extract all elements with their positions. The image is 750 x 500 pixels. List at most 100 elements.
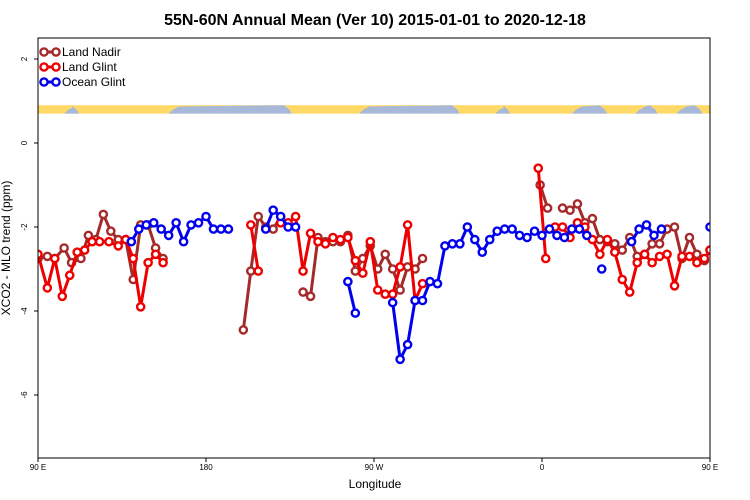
data-point	[557, 222, 568, 232]
data-point	[305, 291, 316, 302]
series-line	[38, 238, 165, 309]
data-point	[462, 222, 473, 232]
data-point	[662, 249, 672, 260]
series-ocean-glint	[126, 205, 710, 365]
data-point	[654, 238, 665, 249]
data-point	[499, 224, 510, 234]
y-tick-label-0: 2	[20, 56, 29, 61]
data-point	[350, 308, 361, 318]
data-point	[632, 257, 643, 268]
legend-marker	[51, 47, 61, 57]
data-point	[156, 224, 166, 234]
data-point	[731, 242, 738, 249]
data-point	[595, 234, 605, 245]
data-point	[290, 211, 301, 222]
ocean-region-2	[359, 105, 460, 114]
data-point	[387, 264, 398, 274]
data-point	[716, 255, 723, 262]
data-point	[425, 276, 435, 287]
data-point	[417, 295, 428, 306]
data-point	[253, 266, 264, 276]
data-point	[113, 241, 124, 251]
data-point	[343, 232, 353, 243]
data-point	[634, 224, 644, 234]
series-land-glint	[38, 163, 750, 312]
data-point	[692, 257, 702, 268]
data-point	[587, 213, 598, 224]
data-point	[283, 222, 293, 232]
data-point	[343, 276, 353, 287]
series-line	[249, 224, 260, 272]
data-point	[507, 224, 517, 234]
series-line	[719, 240, 750, 307]
data-point	[245, 220, 256, 230]
ocean-region-0	[64, 105, 80, 114]
data-point	[64, 270, 75, 281]
chart-title: 55N-60N Annual Mean (Ver 10) 2015-01-01 …	[164, 12, 586, 29]
data-point	[410, 295, 420, 306]
data-point	[572, 199, 583, 209]
data-point	[72, 247, 82, 257]
data-point	[42, 251, 53, 262]
series-line	[391, 300, 417, 361]
data-point	[128, 253, 138, 264]
data-point	[372, 285, 383, 295]
data-point	[395, 354, 405, 365]
data-point	[357, 268, 368, 279]
data-point	[492, 226, 503, 236]
data-point	[133, 224, 144, 234]
data-point	[223, 224, 234, 234]
legend-marker	[51, 77, 61, 87]
data-point	[565, 205, 575, 215]
data-point	[50, 253, 60, 264]
ocean-region-7	[732, 105, 750, 113]
data-point	[617, 245, 628, 255]
legend-item-1: Land Glint	[39, 60, 117, 74]
data-point	[540, 253, 551, 264]
data-point	[387, 289, 398, 300]
data-point	[42, 283, 53, 293]
ocean-region-5	[635, 105, 658, 114]
data-point	[738, 211, 745, 218]
legend-marker	[51, 62, 61, 72]
legend-item-2: Ocean Glint	[39, 75, 126, 89]
data-point	[574, 224, 585, 234]
data-point	[380, 289, 391, 300]
data-point	[440, 241, 450, 251]
data-point	[731, 293, 738, 300]
data-point	[649, 230, 659, 241]
data-point	[148, 217, 159, 228]
data-point	[738, 272, 745, 279]
data-point	[723, 242, 730, 249]
legend-label: Land Nadir	[62, 45, 121, 59]
y-tick-label-3: -4	[20, 307, 29, 315]
legend-label: Land Glint	[62, 60, 117, 74]
data-point	[380, 249, 391, 260]
data-point	[544, 224, 555, 234]
data-point	[201, 211, 211, 222]
data-point	[163, 230, 174, 241]
data-point	[447, 238, 458, 249]
data-point	[268, 205, 279, 215]
data-point	[395, 262, 405, 272]
data-point	[402, 220, 413, 230]
legend-label: Ocean Glint	[62, 75, 126, 89]
x-tick-label-1: 180	[199, 463, 213, 472]
x-tick-label-0: 90 E	[30, 463, 46, 472]
data-point	[158, 257, 168, 268]
data-point	[186, 220, 196, 230]
data-point	[533, 163, 544, 173]
data-point	[692, 249, 702, 260]
data-point	[705, 245, 710, 255]
data-point	[455, 238, 465, 249]
ocean-region-4	[571, 105, 608, 114]
ocean-region-6	[676, 105, 703, 114]
data-point	[716, 282, 723, 289]
data-point	[641, 220, 652, 230]
data-point	[193, 217, 204, 228]
data-point	[402, 339, 413, 350]
legend-marker	[39, 77, 49, 87]
series-layer	[38, 163, 750, 365]
data-point	[387, 297, 398, 308]
data-point	[417, 278, 428, 289]
